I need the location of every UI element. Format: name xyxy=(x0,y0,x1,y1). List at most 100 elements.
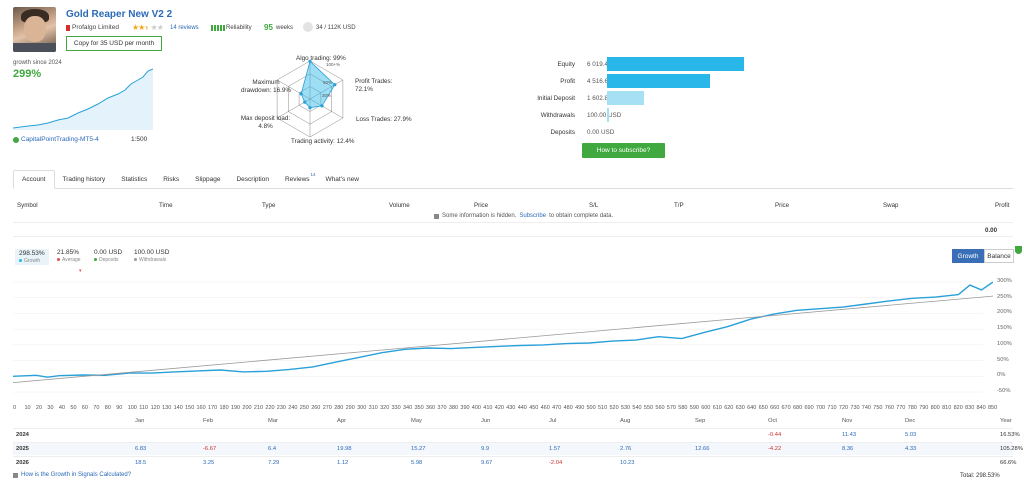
month-header: Oct xyxy=(768,418,778,424)
tab-slippage[interactable]: Slippage xyxy=(195,176,221,183)
x-tick-label: 310 xyxy=(368,405,378,411)
table-header-cell[interactable]: Swap xyxy=(883,202,899,209)
year-label: 2026 xyxy=(16,460,29,466)
fin-bar xyxy=(607,74,710,88)
x-tick-label: 600 xyxy=(701,405,711,411)
signal-title[interactable]: Gold Reaper New V2 2 xyxy=(66,9,173,20)
x-tick-label: 430 xyxy=(506,405,516,411)
table-header-cell[interactable]: S/L xyxy=(589,202,599,209)
x-tick-label: 390 xyxy=(460,405,470,411)
x-tick-label: 660 xyxy=(770,405,780,411)
table-header-cell[interactable]: Type xyxy=(262,202,276,209)
x-tick-label: 40 xyxy=(58,405,66,411)
radar-point xyxy=(333,83,337,87)
provider-avatar[interactable] xyxy=(13,7,56,52)
x-tick-label: 690 xyxy=(804,405,814,411)
growth-toggle-button[interactable]: Growth xyxy=(952,249,984,263)
x-tick-label: 850 xyxy=(988,405,998,411)
lock-icon xyxy=(434,213,439,219)
divider xyxy=(13,236,1013,237)
x-tick-label: 280 xyxy=(334,405,344,411)
x-tick-label: 300 xyxy=(357,405,367,411)
mini-growth-chart xyxy=(13,68,153,130)
tab-trading-history[interactable]: Trading history xyxy=(62,176,106,183)
reliability-bars-icon xyxy=(211,25,225,31)
x-tick-label: 740 xyxy=(861,405,871,411)
tab-statistics[interactable]: Statistics xyxy=(121,176,148,183)
radar-profit-label: Profit Trades: 72.1% xyxy=(355,78,393,93)
tab-description[interactable]: Description xyxy=(236,176,269,183)
fin-label: Profit xyxy=(560,78,575,85)
x-tick-label: 790 xyxy=(919,405,929,411)
tab-reviews[interactable]: Reviews 14 xyxy=(284,172,316,183)
x-tick-label: 640 xyxy=(747,405,757,411)
tab-account[interactable]: Account xyxy=(13,170,55,189)
trend-series-line xyxy=(13,295,993,383)
month-value: 12.66 xyxy=(695,446,710,452)
x-tick-label: 530 xyxy=(620,405,631,411)
table-header-cell[interactable]: Volume xyxy=(389,202,410,209)
provider-flag-icon xyxy=(66,24,70,31)
reviews-link[interactable]: 14 reviews xyxy=(170,25,199,31)
radar-point xyxy=(299,92,303,96)
stat-growth[interactable]: 298.53% Growth xyxy=(15,249,49,265)
month-header: Nov xyxy=(842,418,853,424)
table-header-cell[interactable]: Profit xyxy=(995,202,1010,209)
tab-what-s-new[interactable]: What's new xyxy=(325,176,359,183)
month-value: 11.43 xyxy=(842,432,857,438)
hidden-info-note: Some information is hidden. Subscribe to… xyxy=(434,213,613,219)
x-tick-label: 420 xyxy=(494,405,504,411)
month-header: Sep xyxy=(695,418,706,424)
total-growth: Total: 298.53% xyxy=(960,473,1000,479)
x-tick-label: 730 xyxy=(850,405,860,411)
leverage-value: 1:500 xyxy=(131,136,148,143)
table-header-cell[interactable]: Symbol xyxy=(17,202,38,209)
growth-series-line xyxy=(13,281,993,378)
how-to-subscribe-button[interactable]: How to subscribe? xyxy=(582,143,665,158)
tab-risks[interactable]: Risks xyxy=(163,176,180,183)
x-tick-label: 820 xyxy=(953,405,963,411)
fin-label: Equity xyxy=(557,61,575,68)
fin-bar xyxy=(607,91,644,105)
month-value: 3.25 xyxy=(203,460,215,466)
table-header-cell[interactable]: T/P xyxy=(674,202,684,209)
radar-ring-label: 30% xyxy=(322,93,331,98)
broker-account-link[interactable]: CapitalPointTrading-MT5-4 xyxy=(21,136,99,143)
month-header: Feb xyxy=(203,418,213,424)
x-tick-label: 460 xyxy=(540,405,550,411)
month-value: 4.33 xyxy=(905,446,917,452)
month-header: Mar xyxy=(268,418,278,424)
month-value: 15.27 xyxy=(411,446,426,452)
copy-signal-button[interactable]: Copy for 35 USD per month xyxy=(66,36,162,51)
balance-toggle-button[interactable]: Balance xyxy=(984,249,1014,263)
fin-label: Initial Deposit xyxy=(537,95,575,102)
month-value: 6.4 xyxy=(268,446,277,452)
x-tick-label: 800 xyxy=(930,405,940,411)
total-profit: 0.00 xyxy=(985,227,998,234)
month-header: Apr xyxy=(337,418,347,424)
subscribers-text: 34 / 112K USD xyxy=(316,25,356,31)
x-tick-label: 20 xyxy=(35,405,43,411)
x-tick-label: 370 xyxy=(437,405,447,411)
growth-calc-link[interactable]: How is the Growth in Signals Calculated? xyxy=(13,472,131,478)
table-header-cell[interactable]: Price xyxy=(474,202,489,209)
stat-deposits[interactable]: 0.00 USD Deposits xyxy=(94,249,123,263)
fin-value: 1 602.85 USD xyxy=(587,95,627,102)
fin-value: 100.00 USD xyxy=(587,112,622,119)
month-value: 6.83 xyxy=(135,446,147,452)
y-tick-label: 50% xyxy=(997,356,1009,363)
subscribe-link[interactable]: Subscribe xyxy=(519,213,547,219)
verified-check-icon xyxy=(13,137,19,143)
table-header-cell[interactable]: Price xyxy=(775,202,790,209)
radar-deposit-load-label: Max deposit load: 4.8% xyxy=(240,115,291,130)
y-tick-label: 100% xyxy=(997,340,1012,347)
x-tick-label: 700 xyxy=(815,405,826,411)
provider-name[interactable]: Profalgo Limited xyxy=(66,24,119,31)
table-header-cell[interactable]: Time xyxy=(159,202,173,209)
x-tick-label: 480 xyxy=(563,405,573,411)
x-tick-label: 510 xyxy=(598,405,608,411)
month-value: 2.76 xyxy=(620,446,632,452)
stat-average[interactable]: 21.85% Average xyxy=(57,249,81,263)
x-tick-label: 70 xyxy=(93,405,100,411)
stat-withdrawals[interactable]: 100.00 USD Withdrawals xyxy=(134,249,170,263)
